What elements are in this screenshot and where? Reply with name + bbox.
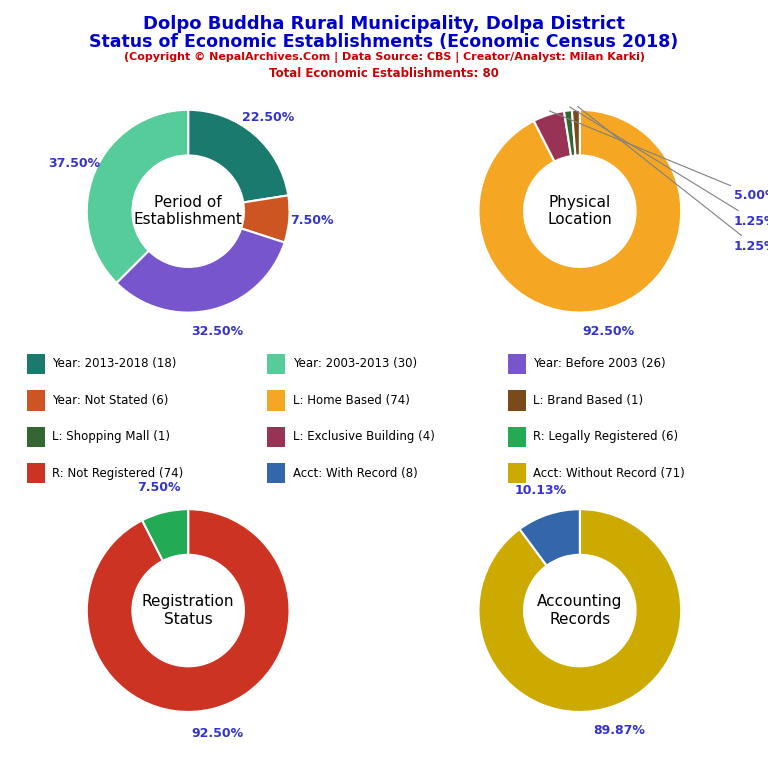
Bar bbox=[267, 426, 286, 447]
Text: L: Exclusive Building (4): L: Exclusive Building (4) bbox=[293, 430, 435, 443]
Text: Acct: With Record (8): Acct: With Record (8) bbox=[293, 467, 417, 480]
Text: 7.50%: 7.50% bbox=[137, 481, 180, 494]
Text: 92.50%: 92.50% bbox=[583, 325, 635, 338]
Wedge shape bbox=[534, 111, 571, 161]
Bar bbox=[508, 426, 526, 447]
Text: Physical
Location: Physical Location bbox=[548, 195, 612, 227]
Text: 89.87%: 89.87% bbox=[594, 724, 645, 737]
Text: L: Brand Based (1): L: Brand Based (1) bbox=[533, 394, 644, 407]
Text: 5.00%: 5.00% bbox=[550, 111, 768, 203]
Text: (Copyright © NepalArchives.Com | Data Source: CBS | Creator/Analyst: Milan Karki: (Copyright © NepalArchives.Com | Data So… bbox=[124, 52, 644, 63]
Text: Year: 2013-2018 (18): Year: 2013-2018 (18) bbox=[52, 357, 177, 370]
Text: Year: 2003-2013 (30): Year: 2003-2013 (30) bbox=[293, 357, 417, 370]
Bar bbox=[27, 353, 45, 374]
Text: R: Legally Registered (6): R: Legally Registered (6) bbox=[533, 430, 678, 443]
Wedge shape bbox=[87, 110, 188, 283]
Text: Acct: Without Record (71): Acct: Without Record (71) bbox=[533, 467, 685, 480]
Text: 10.13%: 10.13% bbox=[514, 484, 566, 497]
Wedge shape bbox=[117, 228, 285, 313]
Text: R: Not Registered (74): R: Not Registered (74) bbox=[52, 467, 183, 480]
Wedge shape bbox=[478, 509, 681, 712]
Text: 32.50%: 32.50% bbox=[191, 325, 243, 338]
Text: 7.50%: 7.50% bbox=[290, 214, 333, 227]
Text: 22.50%: 22.50% bbox=[243, 111, 295, 124]
Text: Year: Not Stated (6): Year: Not Stated (6) bbox=[52, 394, 168, 407]
Wedge shape bbox=[188, 110, 288, 203]
Wedge shape bbox=[564, 110, 575, 156]
Text: 1.25%: 1.25% bbox=[578, 107, 768, 253]
Text: Dolpo Buddha Rural Municipality, Dolpa District: Dolpo Buddha Rural Municipality, Dolpa D… bbox=[143, 15, 625, 33]
Bar bbox=[508, 390, 526, 411]
Text: L: Home Based (74): L: Home Based (74) bbox=[293, 394, 409, 407]
Text: Year: Before 2003 (26): Year: Before 2003 (26) bbox=[533, 357, 666, 370]
Bar bbox=[27, 426, 45, 447]
Bar bbox=[508, 353, 526, 374]
Text: 1.25%: 1.25% bbox=[570, 107, 768, 228]
Bar bbox=[27, 390, 45, 411]
Wedge shape bbox=[478, 110, 681, 313]
Bar bbox=[267, 390, 286, 411]
Text: 37.50%: 37.50% bbox=[48, 157, 100, 170]
Wedge shape bbox=[87, 509, 290, 712]
Bar bbox=[508, 463, 526, 484]
Bar bbox=[267, 353, 286, 374]
Wedge shape bbox=[572, 110, 580, 156]
Text: Period of
Establishment: Period of Establishment bbox=[134, 195, 243, 227]
Bar bbox=[267, 463, 286, 484]
Wedge shape bbox=[241, 195, 290, 243]
Text: Registration
Status: Registration Status bbox=[142, 594, 234, 627]
Text: L: Shopping Mall (1): L: Shopping Mall (1) bbox=[52, 430, 170, 443]
Text: 92.50%: 92.50% bbox=[192, 727, 243, 740]
Wedge shape bbox=[520, 509, 580, 566]
Text: Status of Economic Establishments (Economic Census 2018): Status of Economic Establishments (Econo… bbox=[89, 33, 679, 51]
Wedge shape bbox=[142, 509, 188, 561]
Text: Total Economic Establishments: 80: Total Economic Establishments: 80 bbox=[269, 67, 499, 80]
Bar bbox=[27, 463, 45, 484]
Text: Accounting
Records: Accounting Records bbox=[537, 594, 623, 627]
